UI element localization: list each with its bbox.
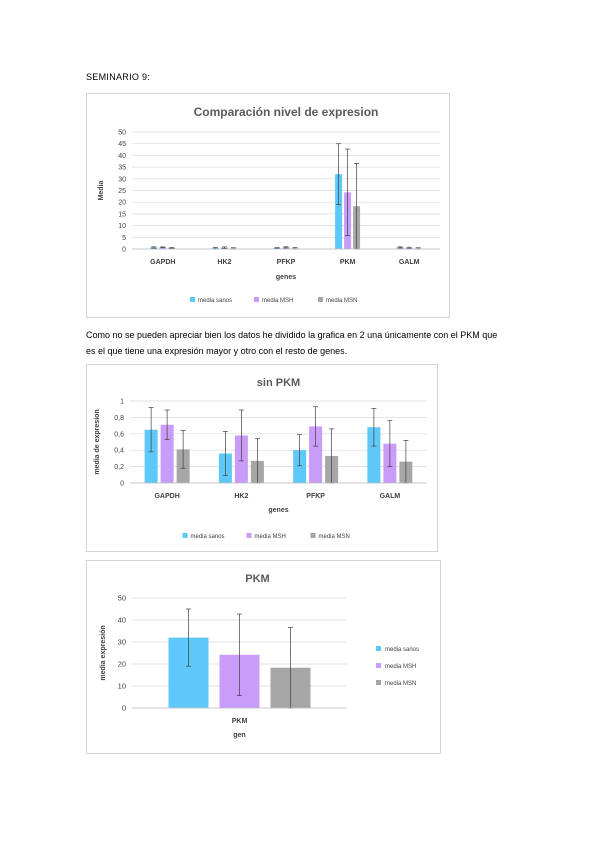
y-tick-label: 0,8 [114, 415, 124, 422]
y-tick-label: 10 [118, 682, 126, 691]
y-tick-label: 35 [118, 165, 126, 172]
bar [309, 426, 323, 483]
x-category-label: PKM [232, 718, 248, 725]
y-tick-label: 30 [118, 176, 126, 183]
y-tick-label: 5 [122, 235, 126, 242]
x-category-label: HK2 [217, 259, 231, 266]
y-tick-label: 10 [118, 223, 126, 230]
x-category-label: GALM [380, 493, 401, 500]
legend-swatch [246, 533, 252, 538]
x-category-label: GAPDH [154, 493, 179, 500]
x-axis-label: genes [268, 507, 288, 514]
y-tick-label: 15 [118, 211, 126, 218]
y-tick-label: 45 [118, 141, 126, 148]
x-axis-label: gen [233, 732, 245, 739]
y-tick-label: 40 [118, 153, 126, 160]
y-tick-label: 50 [118, 594, 126, 603]
y-tick-label: 0,6 [114, 431, 124, 438]
y-tick-label: 0,2 [114, 464, 124, 471]
chart-sin-pkm: sin PKM 0 0,2 0,4 0,6 0,8 1 GAPDH HK2 PFKP GALM gen… [86, 364, 438, 552]
legend-label: media MSH [385, 664, 416, 670]
x-axis-label: genes [276, 274, 296, 281]
y-tick-label: 30 [118, 638, 126, 647]
legend-swatch [376, 646, 381, 651]
legend-swatch [376, 680, 381, 685]
y-tick-label: 20 [118, 660, 126, 669]
legend-label: media sanos [198, 298, 232, 304]
x-category-label: HK2 [234, 493, 248, 500]
chart-comparacion-svg: Comparación nivel de expresion 0 5 10 15 20 25… [98, 105, 440, 304]
y-tick-label: 0,4 [114, 448, 124, 455]
y-tick-label: 0 [122, 704, 126, 713]
y-axis-label: media expresión [100, 625, 107, 680]
y-axis-label: media de expresion [94, 409, 101, 474]
legend-swatch [310, 533, 316, 538]
x-category-label: PFKP [306, 493, 325, 500]
bar [144, 429, 158, 483]
bar [159, 247, 167, 249]
document-heading: SEMINARIO 9: [86, 72, 151, 82]
chart-title: PKM [245, 573, 269, 585]
bar [367, 427, 381, 483]
legend-swatch [182, 533, 188, 538]
y-tick-label: 20 [118, 200, 126, 207]
x-category-label: GAPDH [150, 259, 175, 266]
legend-label: media MSH [262, 298, 293, 304]
y-tick-label: 25 [118, 188, 126, 195]
y-tick-label: 50 [118, 130, 126, 137]
x-category-label: PFKP [277, 259, 296, 266]
legend-label: media MSN [326, 298, 357, 304]
bar [293, 450, 307, 483]
legend-label: media sanos [191, 534, 225, 540]
x-category-label: GALM [399, 259, 420, 266]
chart-title: Comparación nivel de expresion [194, 105, 379, 119]
legend-label: media sanos [385, 647, 419, 653]
legend-swatch [254, 297, 259, 302]
legend-label: media MSN [385, 681, 416, 687]
legend-label: media MSN [319, 534, 350, 540]
explanation-paragraph: Como no se pueden apreciar bien los dato… [86, 330, 498, 356]
x-category-label: PKM [340, 259, 356, 266]
bar [160, 424, 174, 483]
legend-swatch [318, 297, 323, 302]
y-tick-label: 0 [122, 247, 126, 254]
bar [335, 174, 343, 249]
legend-swatch [376, 663, 381, 668]
legend-label: media MSH [255, 534, 286, 540]
chart-comparacion: Comparación nivel de expresion 0 5 10 15 20 25… [86, 93, 450, 318]
y-tick-label: 1 [120, 399, 124, 406]
legend-swatch [190, 297, 195, 302]
chart-sin-pkm-svg: sin PKM 0 0,2 0,4 0,6 0,8 1 GAPDH HK2 PFKP GALM gen… [94, 377, 427, 540]
y-tick-label: 40 [118, 616, 126, 625]
y-tick-label: 0 [120, 481, 124, 488]
chart-title: sin PKM [257, 377, 300, 389]
chart-pkm: PKM 0 10 20 30 40 50 PKM gen media expresión media… [86, 560, 441, 754]
y-axis-label: Media [98, 180, 105, 200]
chart-pkm-svg: PKM 0 10 20 30 40 50 PKM gen media expresión media… [100, 573, 419, 739]
